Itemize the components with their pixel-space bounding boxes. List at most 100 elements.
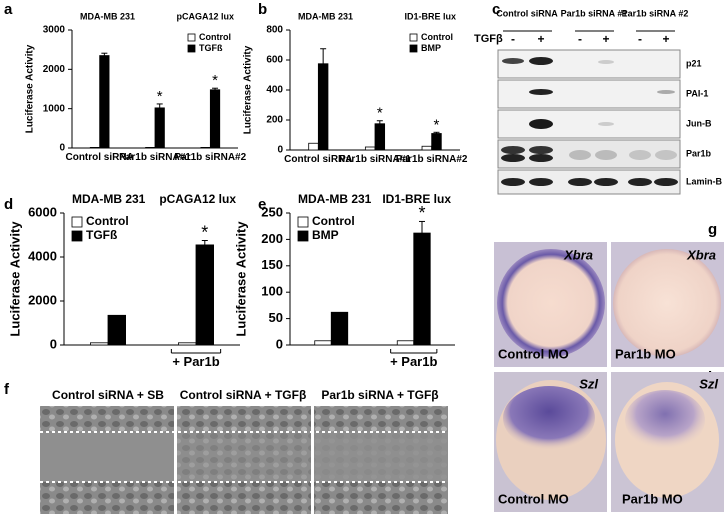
legend-swatch [71,230,83,242]
legend-label: BMP [421,43,441,53]
y-tick-label: 250 [261,204,283,219]
legend-swatch [71,216,83,228]
x-tick-label: Par1b siRNA#1 [119,152,191,163]
legend-label: BMP [312,228,339,242]
chart-subtitle: pCAGA12 lux [176,11,234,21]
x-tick-label: Control siRNA [65,152,134,163]
bar [154,107,165,149]
bar [195,244,215,346]
condition-title: Control siRNA + SB [52,388,164,402]
bar [89,147,101,149]
band [568,178,592,186]
panel-label: a [4,1,13,18]
legend-label: Control [199,32,231,42]
category-box: + Par1b [390,355,438,369]
legend-label: TGFß [199,43,223,53]
expression [503,386,595,450]
blot-row-label: p21 [686,58,702,68]
band [569,150,591,160]
y-tick-label: 6000 [28,204,57,219]
y-tick-label: 0 [59,143,65,154]
bar [421,145,433,151]
bar [314,340,332,346]
embryo [613,249,721,357]
bar [413,232,431,346]
significance: * [418,203,425,223]
marker-label: Szl [579,376,598,391]
band [654,178,678,186]
embryo-panel-h: Szl Szl Control MO Par1b MO [494,372,724,512]
condition-title: Control siRNA + TGFβ [180,388,307,402]
panel-label: c [492,1,500,18]
bar [90,342,109,346]
category-box: Control siRNA [65,152,134,163]
y-tick-label: 100 [261,284,283,299]
bar [209,89,221,149]
y-tick-label: 200 [266,115,283,126]
x-tick-label: + Par1b [172,355,220,369]
bar [99,55,110,149]
band [655,150,677,160]
blot-sign: - [578,32,582,46]
y-axis-label: Luciferase Activity [233,221,248,337]
band [529,154,553,162]
wound-gap [40,432,174,482]
y-axis-label: Luciferase Activity [243,45,254,134]
band [501,178,525,186]
significance: * [377,105,383,122]
bar [308,142,319,151]
y-tick-label: 400 [266,85,283,96]
bar [177,342,197,346]
band [529,57,553,65]
embryo-label: Par1b MO [622,491,683,506]
embryo-panel-g: Xbra Xbra Control MO Par1b MO [494,242,724,367]
blot-row-label: Jun-B [686,118,712,128]
chart-subtitle: ID1-BRE lux [404,11,456,21]
blot-treatment: TGFβ [474,33,503,45]
y-tick-label: 3000 [43,25,66,36]
category-box: Par1b siRNA#1 [339,154,411,165]
legend-swatch [297,216,309,228]
band [595,150,617,160]
condition-title: Par1b siRNA + TGFβ [321,388,438,402]
category-box: Par1b siRNA#2 [395,154,468,165]
y-tick-label: 800 [266,25,283,36]
chart-subtitle: pCAGA12 lux [159,192,236,206]
y-tick-label: 50 [269,310,283,325]
embryo-label: Control MO [498,491,569,506]
legend-label: Control [86,214,129,228]
panel-label: f [4,381,10,398]
band [502,58,524,64]
wound-gap [314,432,448,482]
y-tick-label: 2000 [43,64,66,75]
chart-title: MDA-MB 231 [80,11,135,21]
category-box: Control siRNA [284,154,352,165]
marker-label: Szl [699,376,718,391]
blot-row-label: Lamin-B [686,176,723,186]
blot-row-label: PAI-1 [686,88,708,98]
bar [364,146,376,151]
x-tick-label: + Par1b [390,355,438,369]
significance: * [434,116,440,133]
blot-sign: + [537,32,544,46]
band [629,150,651,160]
x-tick-label: Par1b siRNA#2 [395,154,468,165]
y-axis-label: Luciferase Activity [25,44,36,133]
band [657,90,675,94]
y-tick-label: 1000 [43,103,66,114]
blot-sign: - [511,32,515,46]
legend-label: TGFß [86,228,117,242]
band [598,60,614,64]
category-box: Par1b siRNA#1 [119,152,191,163]
blot-strip [497,79,681,109]
x-tick-label: Par1b siRNA#2 [174,152,247,163]
y-tick-label: 4000 [28,248,57,263]
y-tick-label: 150 [261,257,283,272]
y-tick-label: 2000 [28,292,57,307]
expression [625,390,705,450]
blot-group: Par1b siRNA #2 [622,8,689,18]
significance: * [212,72,218,89]
significance: * [157,88,163,105]
y-tick-label: 200 [261,231,283,246]
